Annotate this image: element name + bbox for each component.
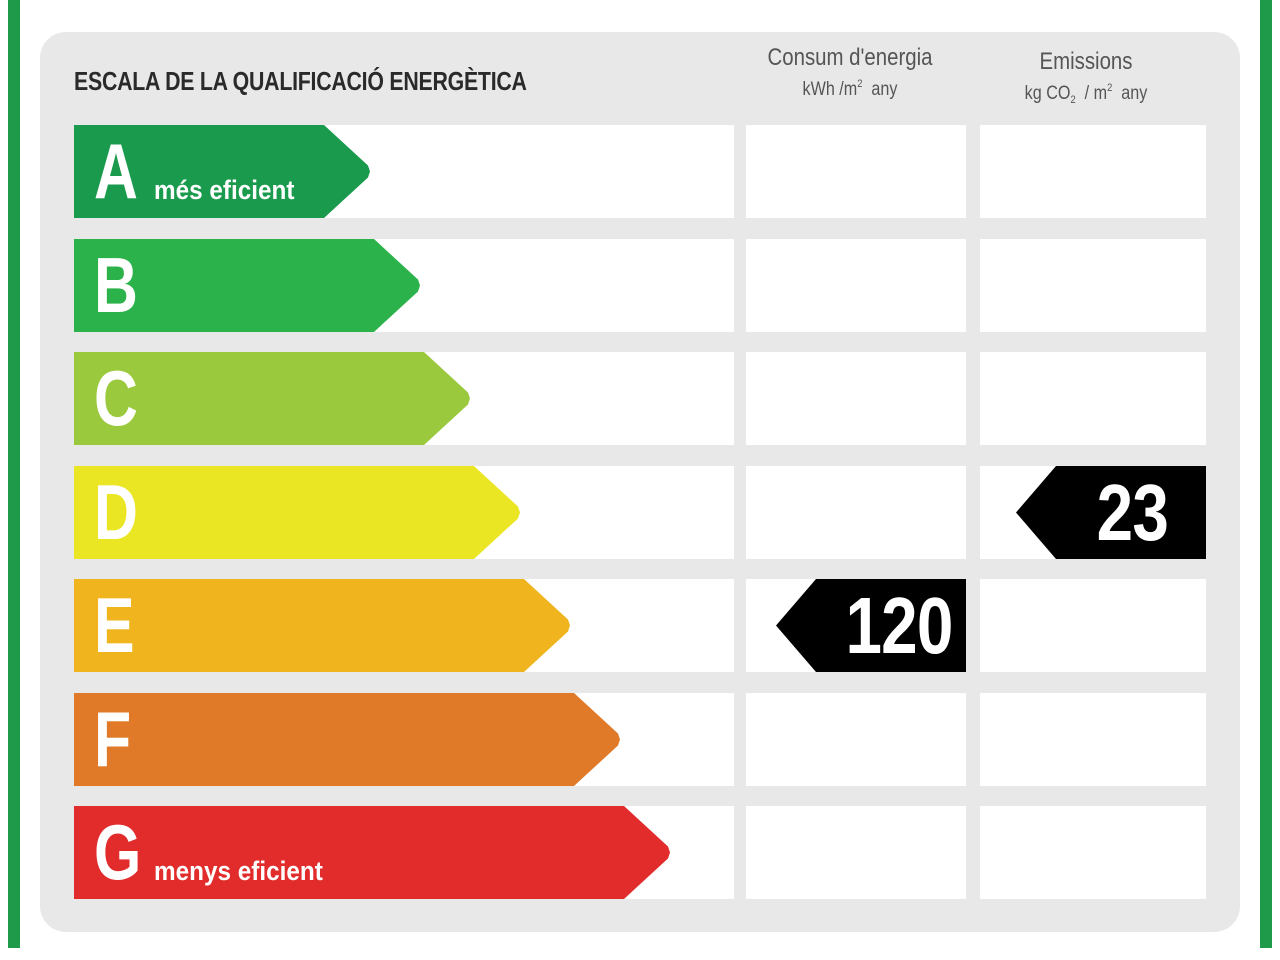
consum-header-unit: kWh /m2 any (757, 78, 944, 101)
consum-rating-marker: 120 (776, 579, 966, 672)
class-arrow-e: E (74, 579, 570, 672)
class-description: més eficient (154, 175, 295, 205)
class-letter: A (94, 127, 138, 215)
class-arrow-b: B (74, 238, 420, 332)
right-border-line (1260, 0, 1272, 948)
class-letter: G (94, 808, 142, 896)
page-title: ESCALA DE LA QUALIFICACIÓ ENERGÈTICA (74, 66, 527, 96)
consum-unit-exponent: 2 (857, 78, 863, 90)
consum-cell (746, 806, 966, 899)
emissions-unit-prefix: kg CO (1024, 83, 1071, 104)
consum-cell (746, 352, 966, 445)
emissions-rating-marker: 23 (1016, 465, 1206, 559)
consum-cell (746, 238, 966, 332)
consum-header-label: Consum d'energia (767, 44, 933, 71)
class-letter: B (94, 240, 138, 329)
consum-cell (746, 465, 966, 559)
class-letter: C (94, 354, 138, 442)
emissions-cell: 23 (980, 465, 1206, 559)
emissions-cell (980, 806, 1206, 899)
emissions-cell (980, 238, 1206, 332)
consum-unit-suffix: any (871, 79, 898, 100)
energy-label-panel: ESCALA DE LA QUALIFICACIÓ ENERGÈTICA Con… (40, 32, 1240, 932)
emissions-unit-suffix: any (1121, 83, 1148, 104)
scale-cell: E (74, 579, 734, 672)
consum-cell: 120 (746, 579, 966, 672)
consum-column-header: Consum d'energia kWh /m2 any (740, 44, 960, 101)
class-letter: F (94, 694, 132, 783)
emissions-cell (980, 579, 1206, 672)
class-arrow-d: D (74, 465, 520, 559)
consum-unit-prefix: kWh /m (802, 79, 858, 100)
emissions-header-unit: kg CO2 / m2 any (992, 82, 1181, 106)
emissions-unit-exponent: 2 (1107, 82, 1113, 94)
emissions-header-label: Emissions (1039, 48, 1133, 75)
emissions-rating-value: 23 (1096, 467, 1169, 557)
emissions-cell (980, 125, 1206, 218)
consum-cell (746, 125, 966, 218)
emissions-unit-subscript: 2 (1070, 94, 1076, 106)
emissions-column-header: Emissions kg CO2 / m2 any (975, 48, 1197, 106)
consum-rating-value: 120 (845, 581, 953, 670)
class-letter: D (94, 467, 138, 556)
consum-cell (746, 692, 966, 786)
class-arrow-c: C (74, 352, 470, 445)
scale-cell: B (74, 238, 734, 332)
left-border-line (8, 0, 20, 948)
class-letter: E (94, 581, 135, 669)
emissions-cell (980, 692, 1206, 786)
scale-cell: D (74, 465, 734, 559)
class-description: menys eficient (154, 856, 323, 886)
scale-cell: C (74, 352, 734, 445)
emissions-cell (980, 352, 1206, 445)
emissions-unit-mid: / m (1084, 83, 1108, 104)
class-arrow-f: F (74, 692, 620, 786)
scale-cell: F (74, 692, 734, 786)
